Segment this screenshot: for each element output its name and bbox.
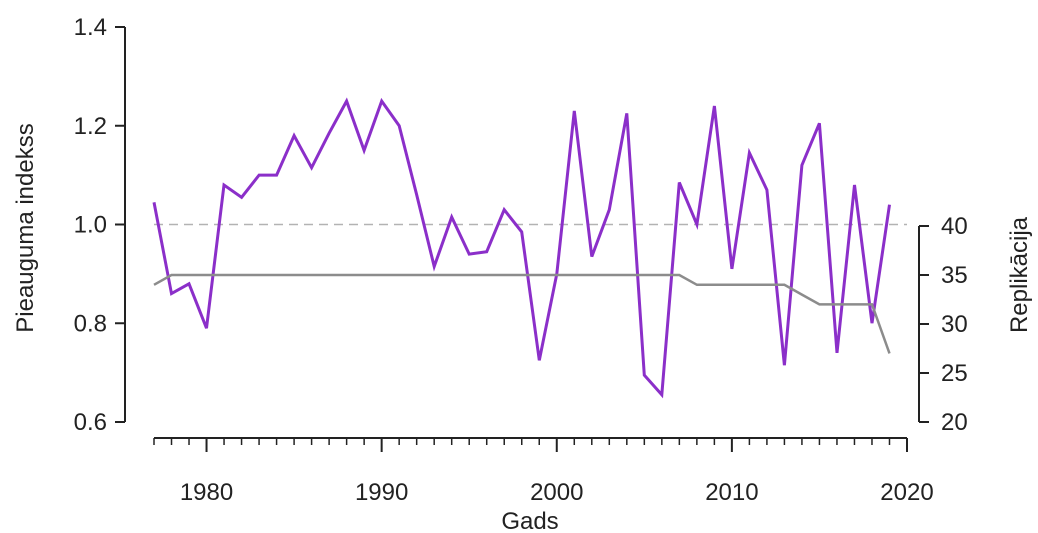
x-tick-label: 2020 [880, 479, 933, 506]
axes-layer: 0.6 0.8 1.0 1.2 1.4 20 25 30 35 40 1980 1990 2000 201… [74, 14, 968, 506]
x-tick-label: 1980 [180, 479, 233, 506]
y2-tick-label: 25 [941, 360, 968, 387]
y-axis-title: Pieauguma indekss [12, 123, 39, 332]
y-tick-label: 1.2 [74, 113, 107, 140]
y2-axis-title: Replikācija [1006, 216, 1033, 333]
y2-tick-label: 40 [941, 213, 968, 240]
x-tick-label: 2000 [530, 479, 583, 506]
x-tick-label: 2010 [705, 479, 758, 506]
replication-series-line [153, 273, 891, 354]
y2-tick-label: 35 [941, 262, 968, 289]
x-tick-label: 1990 [355, 479, 408, 506]
y-tick-label: 0.6 [74, 409, 107, 436]
series-layer [152, 97, 891, 399]
growth-index-series-line [152, 97, 891, 399]
x-axis-title: Gads [501, 508, 558, 533]
y2-tick-label: 20 [941, 409, 968, 436]
y-tick-label: 0.8 [74, 310, 107, 337]
y-tick-label: 1.4 [74, 14, 107, 41]
y2-tick-label: 30 [941, 311, 968, 338]
y-tick-label: 1.0 [74, 212, 107, 239]
